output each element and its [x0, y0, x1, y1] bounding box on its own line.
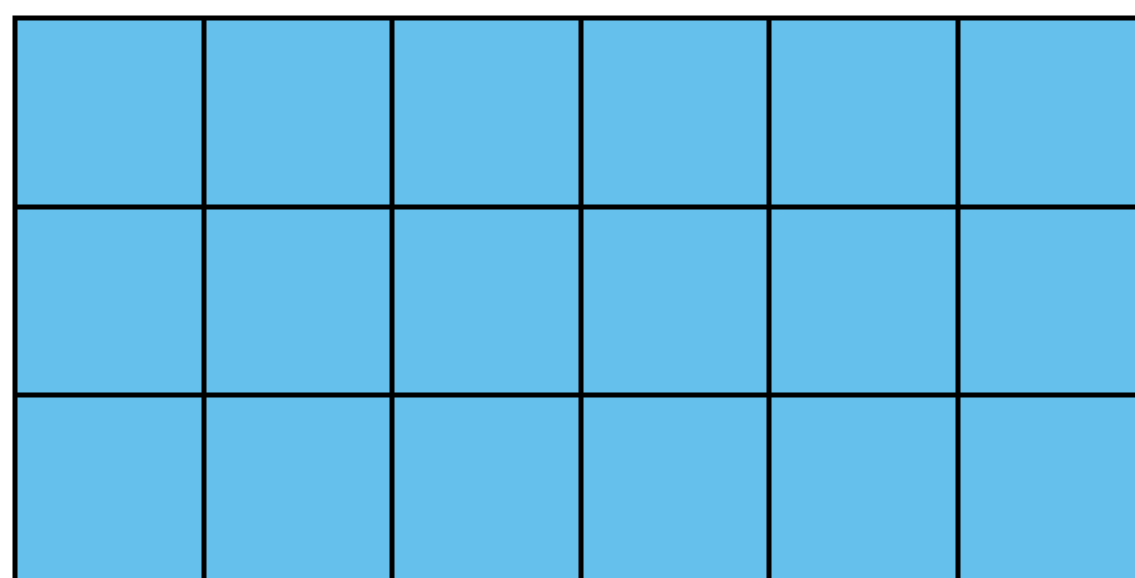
- grid-fill: [15, 18, 1135, 578]
